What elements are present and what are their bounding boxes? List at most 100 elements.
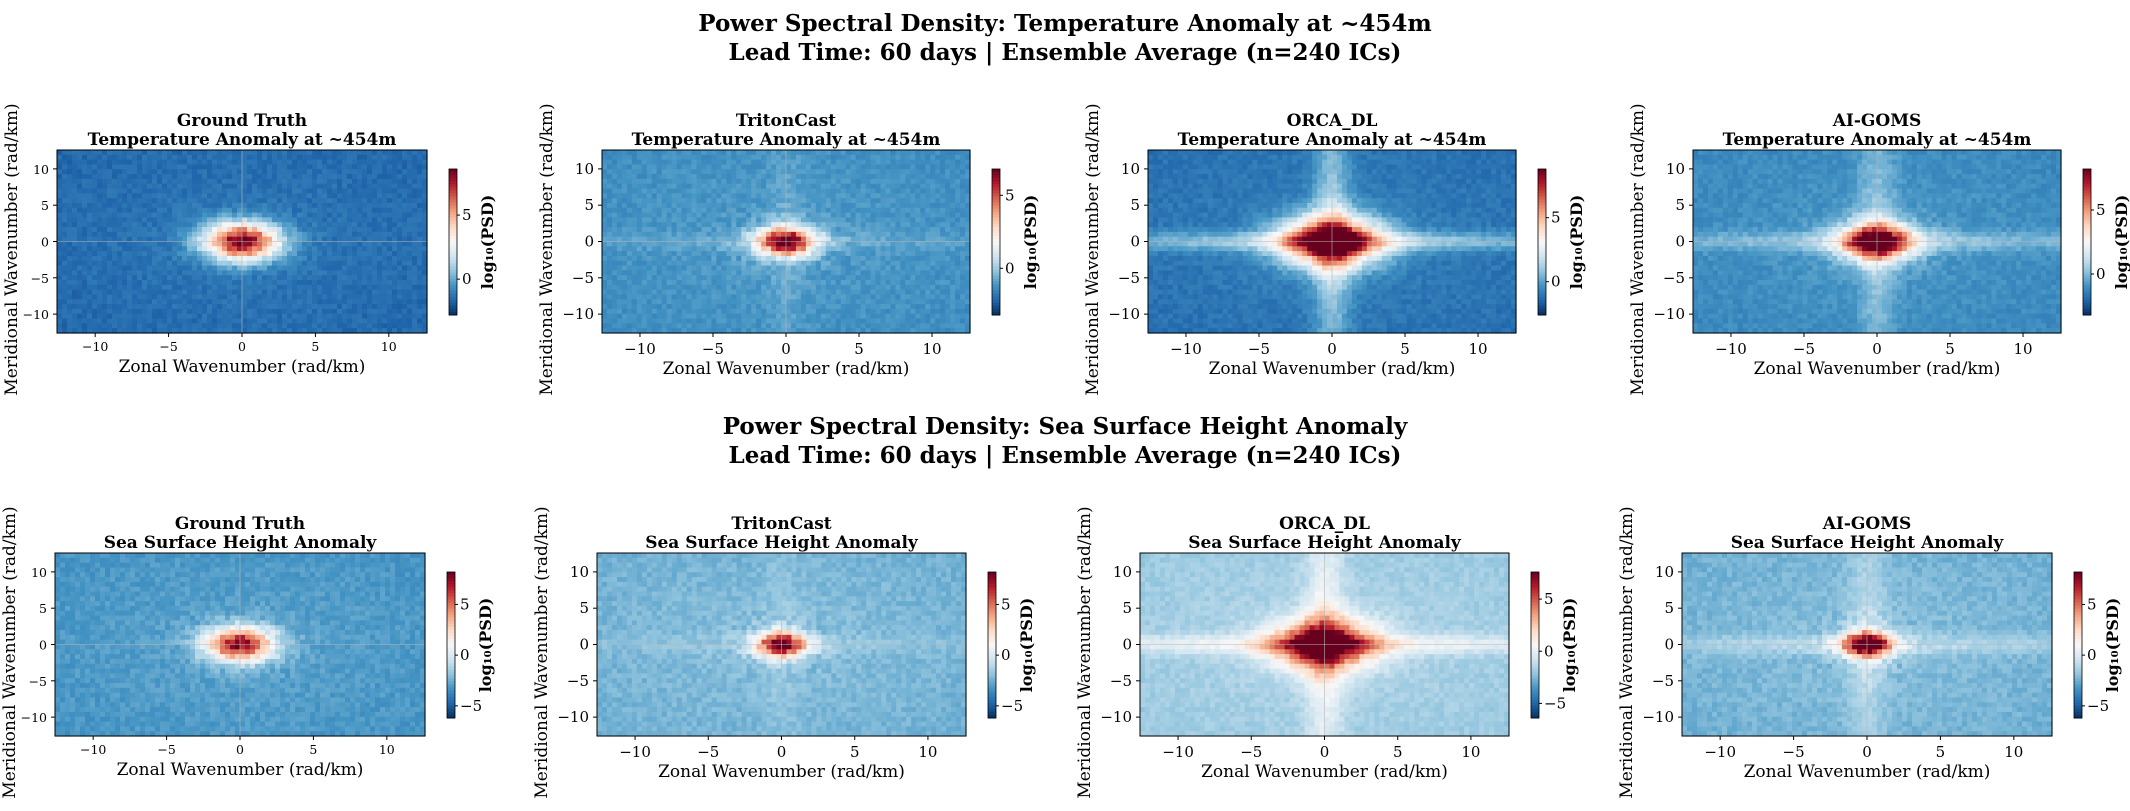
y-axis-label: Meridional Wavenumber (rad/km) xyxy=(1628,103,1648,395)
y-tick-label: −10 xyxy=(1100,708,1132,726)
colorbar-tick-label: 5 xyxy=(2096,201,2106,219)
colorbar-tick-label: 5 xyxy=(1551,209,1561,227)
panel-title-model: TritonCast xyxy=(731,514,831,534)
x-tick-label: 10 xyxy=(381,339,397,354)
colorbar-tick-label: 5 xyxy=(460,595,470,613)
panel-title-model: AI-GOMS xyxy=(1832,111,1922,131)
y-tick-label: −10 xyxy=(557,708,589,726)
y-tick-label: 10 xyxy=(31,565,47,580)
y-tick-label: 10 xyxy=(1113,563,1132,581)
x-axis-label: Zonal Wavenumber (rad/km) xyxy=(1201,762,1448,782)
x-tick-label: 10 xyxy=(918,743,937,761)
colorbar-tick-label: −5 xyxy=(460,697,482,715)
y-tick-label: 10 xyxy=(575,160,594,178)
x-tick-label: 10 xyxy=(1461,743,1480,761)
panel-title-model: AI-GOMS xyxy=(1822,514,1912,534)
colorbar-tick-label: 0 xyxy=(2087,646,2097,664)
y-tick-label: 5 xyxy=(579,599,589,617)
x-tick-label: 10 xyxy=(922,340,941,358)
y-tick-label: 0 xyxy=(1675,233,1685,251)
y-tick-label: −10 xyxy=(1642,708,1674,726)
x-axis-label: Zonal Wavenumber (rad/km) xyxy=(117,760,364,780)
y-tick-label: 10 xyxy=(33,162,49,177)
x-tick-label: 0 xyxy=(777,743,787,761)
panel-title-model: TritonCast xyxy=(736,111,836,131)
y-tick-label: 0 xyxy=(39,638,47,653)
x-tick-label: −5 xyxy=(697,743,719,761)
colorbar-tick-label: 5 xyxy=(1001,595,1011,613)
x-tick-label: 0 xyxy=(1327,340,1337,358)
y-tick-label: −5 xyxy=(1663,269,1685,287)
colorbar-tick-label: −5 xyxy=(2087,697,2109,715)
y-tick-label: 5 xyxy=(1122,599,1132,617)
y-tick-label: −5 xyxy=(572,269,594,287)
panel-title-variable: Temperature Anomaly at ~454m xyxy=(88,130,397,150)
y-tick-label: −5 xyxy=(1118,269,1140,287)
y-axis-label: Meridional Wavenumber (rad/km) xyxy=(532,506,552,798)
colorbar-label: log₁₀(PSD) xyxy=(2103,598,2122,693)
y-axis-label: Meridional Wavenumber (rad/km) xyxy=(537,103,557,395)
y-axis-label: Meridional Wavenumber (rad/km) xyxy=(1083,103,1103,395)
y-axis-label: Meridional Wavenumber (rad/km) xyxy=(1617,506,1637,798)
y-tick-label: 10 xyxy=(570,563,589,581)
panel-title-variable: Temperature Anomaly at ~454m xyxy=(1178,130,1487,150)
x-tick-label: 10 xyxy=(1468,340,1487,358)
x-tick-label: 5 xyxy=(854,340,864,358)
x-tick-label: 0 xyxy=(1862,743,1872,761)
x-tick-label: 10 xyxy=(2004,743,2023,761)
colorbar-tick-label: 5 xyxy=(1544,590,1554,608)
x-tick-label: 5 xyxy=(1400,340,1410,358)
colorbar xyxy=(447,572,455,719)
x-tick-label: −5 xyxy=(1793,340,1815,358)
y-axis-label: Meridional Wavenumber (rad/km) xyxy=(2,103,22,395)
x-axis-label: Zonal Wavenumber (rad/km) xyxy=(1754,359,2001,379)
colorbar xyxy=(1531,572,1539,719)
y-tick-label: −5 xyxy=(29,674,47,689)
x-tick-label: 10 xyxy=(2013,340,2032,358)
y-tick-label: −5 xyxy=(567,672,589,690)
colorbar xyxy=(2083,169,2091,316)
x-tick-label: −5 xyxy=(1248,340,1270,358)
x-tick-label: 5 xyxy=(1936,743,1946,761)
x-tick-label: 0 xyxy=(1872,340,1882,358)
colorbar-label: log₁₀(PSD) xyxy=(2112,195,2130,290)
x-tick-label: 5 xyxy=(1393,743,1403,761)
panel-title-variable: Sea Surface Height Anomaly xyxy=(1188,533,1462,553)
x-tick-label: 10 xyxy=(379,742,395,757)
colorbar-tick-label: 0 xyxy=(460,646,470,664)
x-tick-label: −5 xyxy=(1783,743,1805,761)
x-tick-label: 5 xyxy=(850,743,860,761)
panel-title-model: ORCA_DL xyxy=(1287,111,1378,131)
x-axis-label: Zonal Wavenumber (rad/km) xyxy=(663,359,910,379)
suptitle-line-1: Power Spectral Density: Temperature Anom… xyxy=(0,9,2130,38)
colorbar-label: log₁₀(PSD) xyxy=(1567,195,1586,290)
y-axis-label: Meridional Wavenumber (rad/km) xyxy=(1075,506,1095,798)
panel-title-model: Ground Truth xyxy=(175,514,305,534)
y-tick-label: −5 xyxy=(1110,672,1132,690)
y-tick-label: 5 xyxy=(1130,196,1140,214)
y-tick-label: −5 xyxy=(1652,672,1674,690)
y-tick-label: 0 xyxy=(41,235,49,250)
y-tick-label: 5 xyxy=(1675,196,1685,214)
x-axis-label: Zonal Wavenumber (rad/km) xyxy=(1744,762,1991,782)
y-axis-label: Meridional Wavenumber (rad/km) xyxy=(0,506,20,798)
x-tick-label: 5 xyxy=(311,339,319,354)
x-axis-label: Zonal Wavenumber (rad/km) xyxy=(119,357,366,377)
y-tick-label: 0 xyxy=(1130,233,1140,251)
panel-title-model: ORCA_DL xyxy=(1279,514,1370,534)
y-tick-label: 10 xyxy=(1666,160,1685,178)
y-tick-label: −10 xyxy=(23,307,49,322)
panel-title-variable: Temperature Anomaly at ~454m xyxy=(1723,130,2032,150)
y-tick-label: −5 xyxy=(31,271,49,286)
x-tick-label: −10 xyxy=(82,339,108,354)
colorbar-tick-label: 5 xyxy=(1005,186,1015,204)
colorbar xyxy=(449,169,457,316)
x-tick-label: 0 xyxy=(236,742,244,757)
colorbar-tick-label: 0 xyxy=(1551,273,1561,291)
colorbar-tick-label: 0 xyxy=(462,270,472,288)
